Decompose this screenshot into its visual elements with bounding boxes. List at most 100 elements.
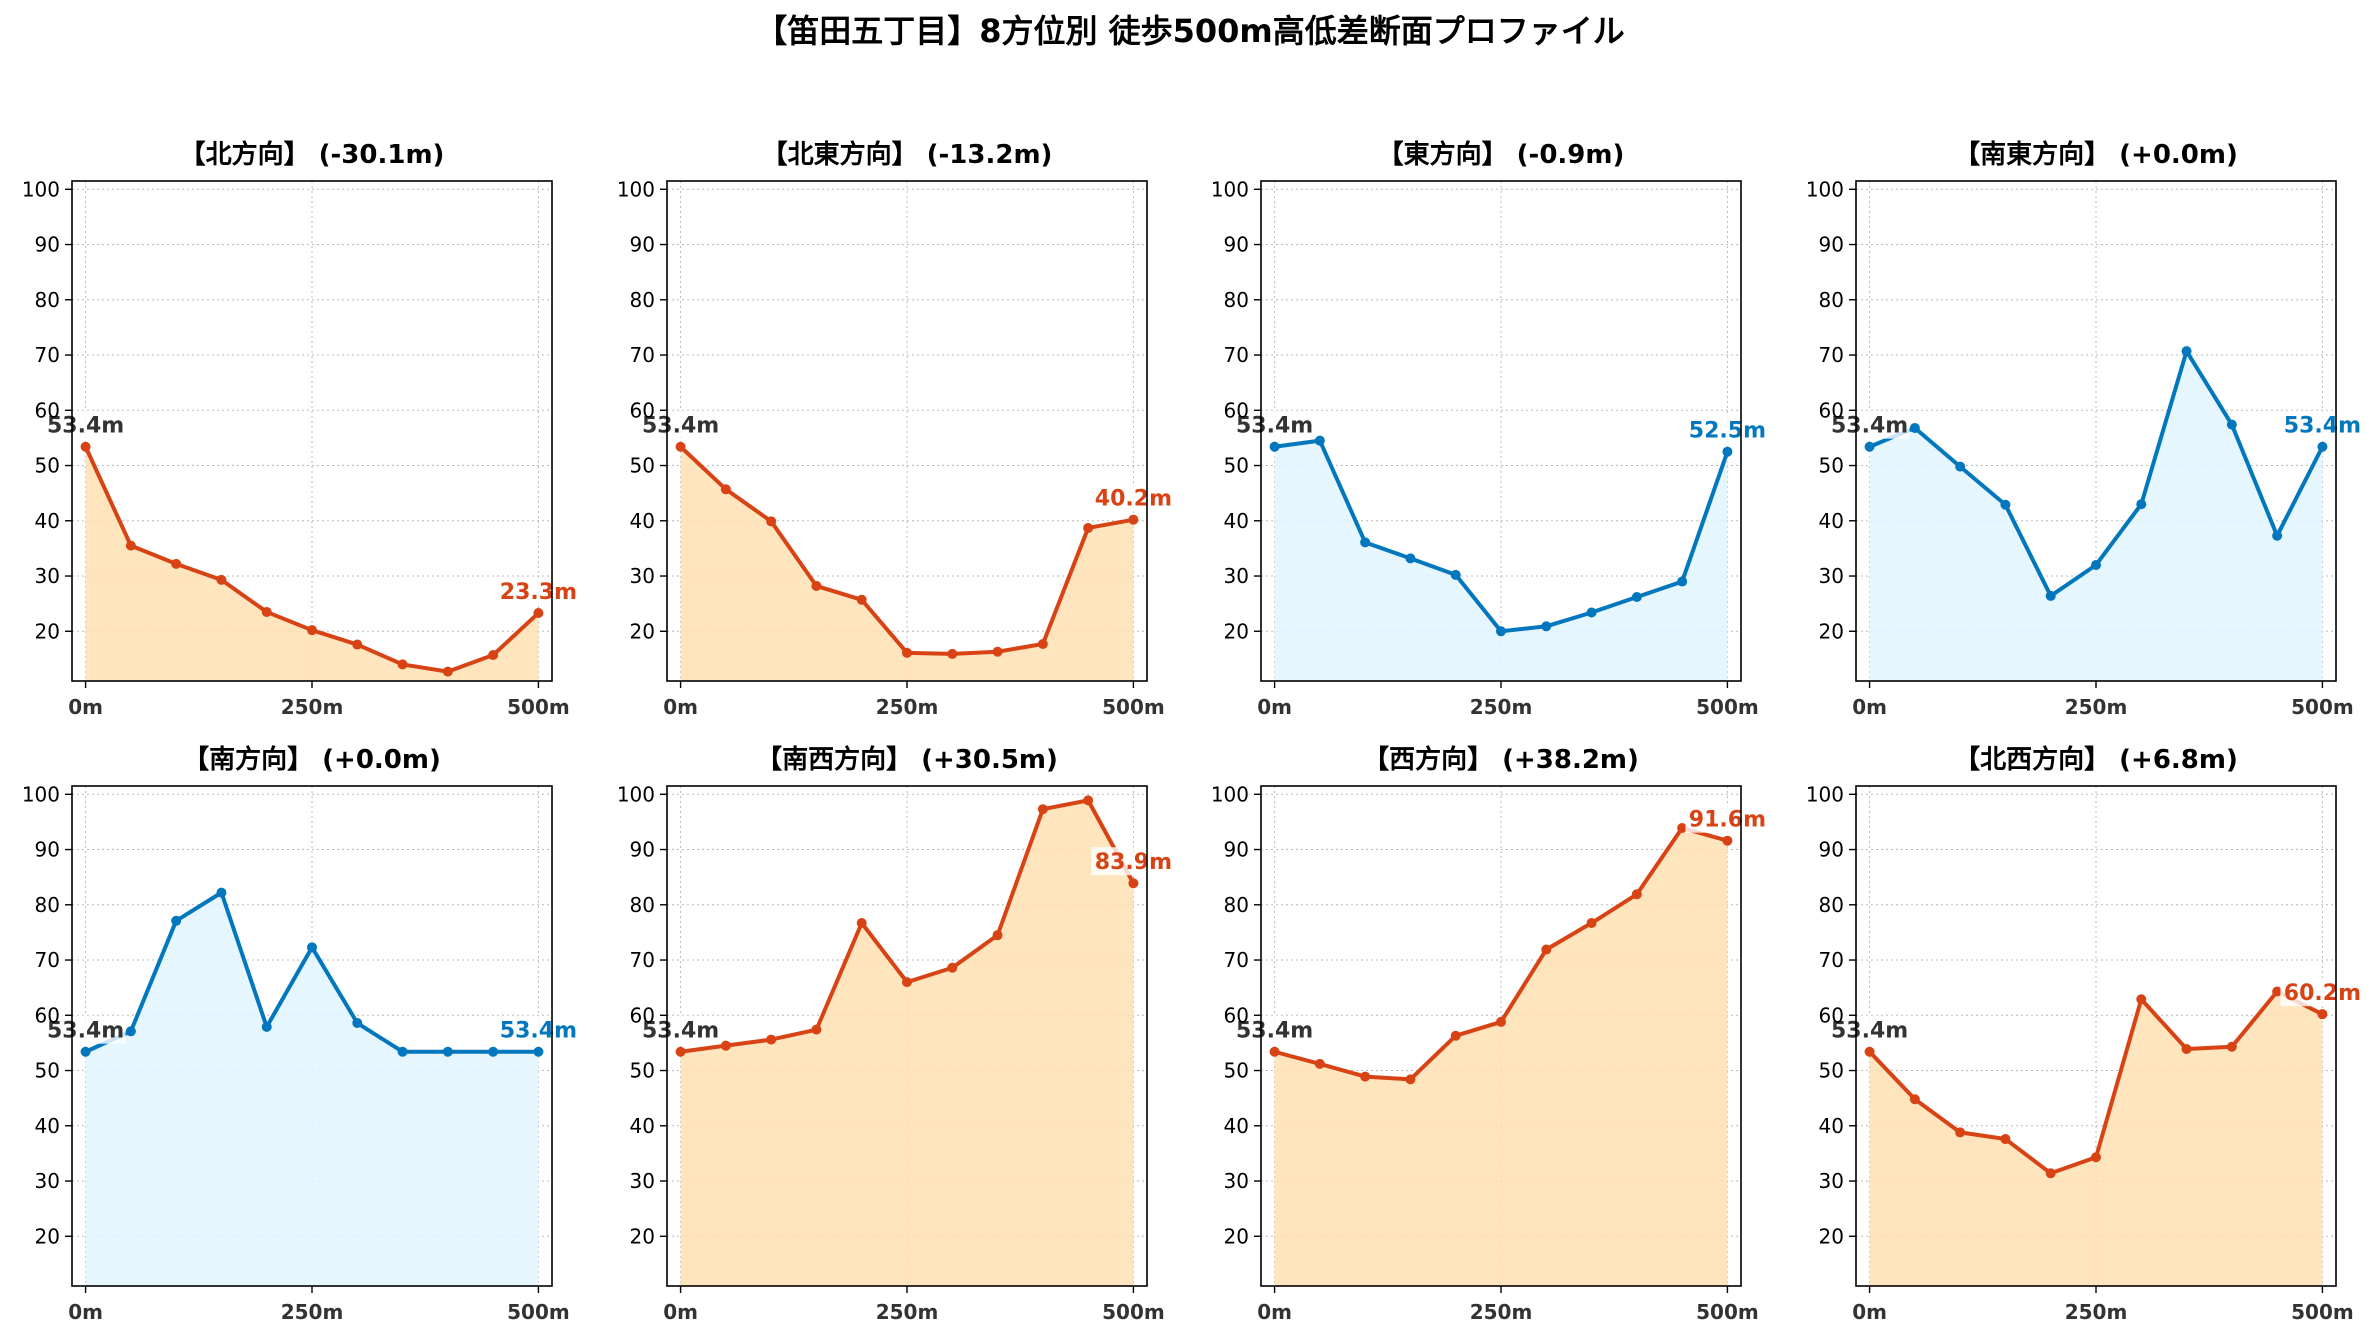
data-point [1722,446,1733,457]
area-fill [1274,827,1728,1286]
data-point [856,918,867,929]
end-label-bg [2280,410,2365,439]
y-tick-label: 70 [35,343,60,367]
x-tick-label: 250m [876,1300,939,1324]
y-tick-label: 50 [1224,1059,1249,1083]
y-tick-label: 30 [630,564,655,588]
data-point [397,1046,408,1057]
data-point [171,558,182,569]
end-label: 52.5m [1689,419,1766,444]
y-tick-label: 80 [630,288,655,312]
panel-title: 【北西方向】 (+6.8m) [1954,744,2238,775]
area-fill [1274,440,1728,681]
data-point [1541,621,1552,632]
data-point [397,659,408,670]
start-label-bg [1829,1015,1910,1044]
panel-6: 【西方向】 (+38.2m) 53.4m 91.6m 20 30 40 50 60 70 80 90… [1211,744,1770,1324]
data-point [2000,1134,2011,1145]
y-tick-label: 80 [35,288,60,312]
end-label: 53.4m [500,1019,577,1044]
y-tick-label: 70 [630,948,655,972]
panel-title: 【南東方向】 (+0.0m) [1954,139,2238,170]
data-point [811,1024,822,1035]
data-point [1083,522,1094,533]
data-point [80,441,91,452]
y-tick-label: 30 [1224,564,1249,588]
y-tick-label: 90 [35,838,60,862]
figure-title: 【笛田五丁目】8方位別 徒歩500m高低差断面プロファイル [755,12,1625,50]
data-point [307,625,317,636]
y-tick-label: 50 [1819,1059,1844,1083]
end-label-bg [1091,847,1176,876]
y-tick-label: 70 [630,343,655,367]
x-tick-label: 0m [663,1300,698,1324]
y-tick-label: 60 [1819,1003,1844,1027]
area-fill [85,892,539,1286]
start-label: 53.4m [1236,1019,1313,1044]
y-tick-label: 90 [1224,838,1249,862]
y-tick-label: 20 [630,1224,655,1248]
y-tick-label: 60 [630,1003,655,1027]
y-tick-label: 40 [630,509,655,533]
data-point [488,650,499,661]
y-tick-label: 30 [35,564,60,588]
data-point [1586,918,1597,929]
y-tick-label: 60 [35,1003,60,1027]
data-point [1037,638,1048,649]
data-point [1360,1071,1371,1082]
end-label: 83.9m [1095,850,1172,875]
data-point [1677,576,1688,587]
area-fill [680,446,1134,681]
y-tick-label: 50 [630,1059,655,1083]
start-label-bg [1829,410,1910,439]
data-point [2000,499,2011,510]
data-point [766,516,777,527]
panels: 【北方向】 (-30.1m) 53.4m 23.3m 20 30 40 50 60 70 80 90… [22,139,2365,1324]
x-tick-label: 0m [1257,695,1292,719]
end-label: 23.3m [500,580,577,605]
data-point [442,1046,453,1057]
data-point [2136,499,2147,510]
area-fill [1869,991,2323,1286]
data-point [171,915,182,926]
x-tick-label: 500m [1102,695,1165,719]
data-point [766,1034,777,1045]
data-point [1909,422,1920,433]
y-tick-label: 100 [22,177,60,201]
y-tick-label: 30 [35,1169,60,1193]
data-point [1864,1046,1875,1057]
y-tick-label: 20 [630,619,655,643]
start-label-bg [1234,410,1315,439]
y-tick-label: 100 [22,782,60,806]
area-fill [680,800,1134,1286]
y-tick-label: 40 [1224,509,1249,533]
x-tick-label: 250m [876,695,939,719]
data-point [261,606,272,617]
data-point [2091,559,2101,570]
data-point [902,647,912,658]
start-label-bg [640,410,721,439]
y-tick-label: 100 [1211,177,1249,201]
data-point [1405,553,1416,564]
data-point [1496,626,1506,637]
data-point [1677,822,1688,833]
data-point [488,1046,499,1057]
area-fill [1869,351,2323,681]
y-tick-label: 100 [1806,177,1844,201]
data-point [1360,537,1371,548]
y-tick-label: 30 [1819,564,1844,588]
y-tick-label: 30 [1819,1169,1844,1193]
data-point [1722,835,1733,846]
y-tick-label: 60 [1224,398,1249,422]
data-point [2045,1168,2056,1179]
x-tick-label: 500m [1696,695,1759,719]
y-tick-label: 90 [1819,233,1844,257]
data-point [992,930,1003,941]
x-tick-label: 500m [1102,1300,1165,1324]
y-tick-label: 90 [1819,838,1844,862]
start-label: 53.4m [1236,414,1313,439]
y-tick-label: 20 [1224,1224,1249,1248]
data-point [352,1018,363,1029]
